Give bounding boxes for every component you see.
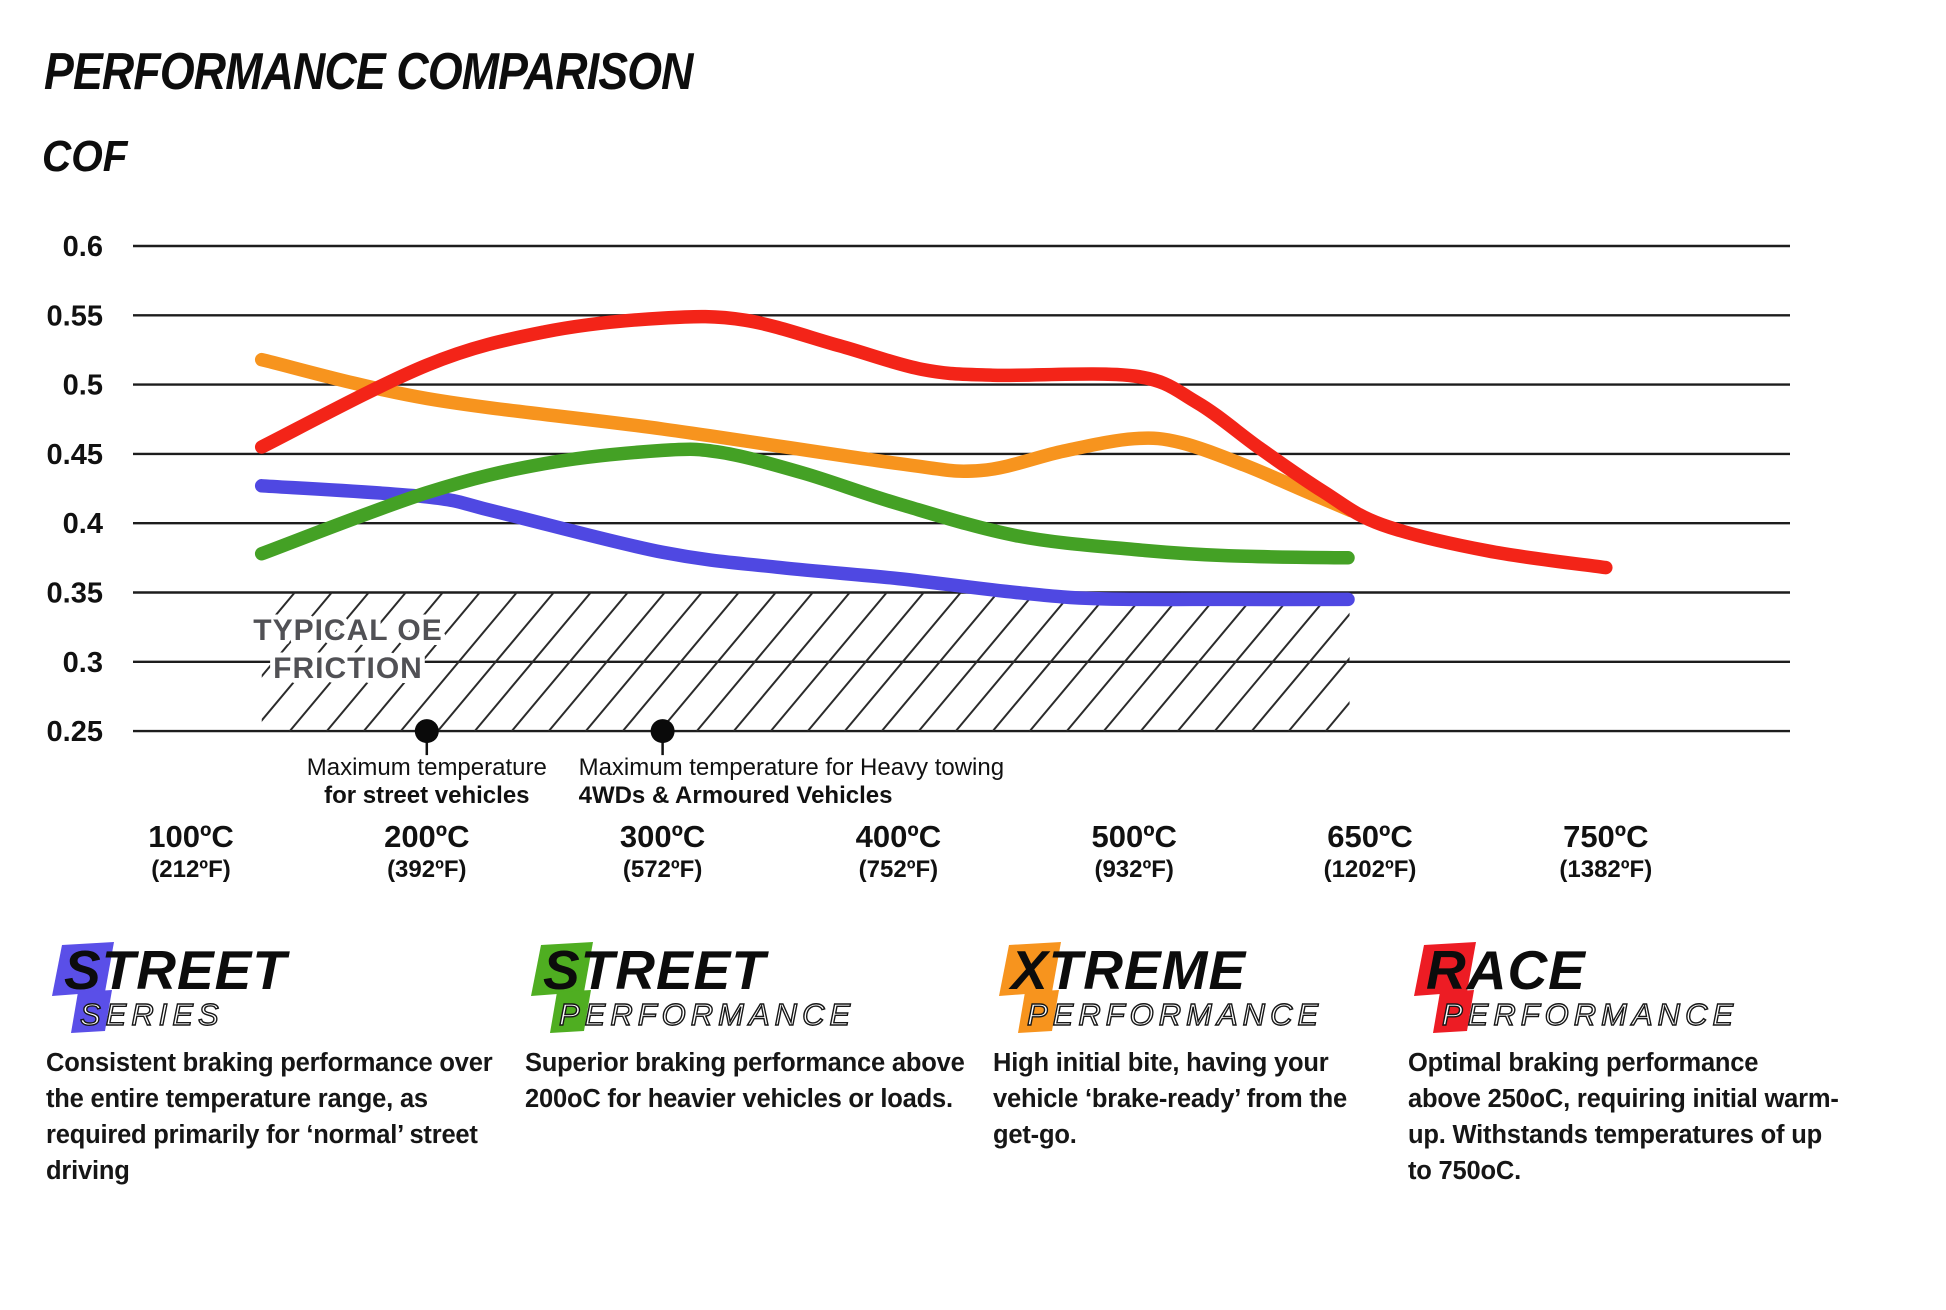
hatch-line — [843, 592, 962, 732]
street-performance-logo: STREET PERFORMANCE — [531, 941, 855, 1033]
brand-glyph-icon — [1414, 942, 1476, 1033]
hatch-line — [1102, 592, 1221, 732]
hatch-line — [954, 592, 1073, 732]
hatch-line — [658, 592, 777, 732]
x-tick-label-f: (1382ºF) — [1559, 856, 1652, 883]
x-tick-label-c: 200ºC — [384, 819, 469, 854]
x-tick-label-c: 750ºC — [1563, 819, 1648, 854]
hatch-line — [1287, 656, 1350, 732]
annotation-text: Maximum temperature for Heavy towing — [579, 754, 1004, 781]
x-tick-label-f: (572ºF) — [623, 856, 702, 883]
legend-race-performance: RACE PERFORMANCE Optimal braking perform… — [1408, 941, 1938, 1189]
x-tick-label-c: 100ºC — [148, 819, 233, 854]
hatch-line — [261, 592, 370, 722]
legend-description: High initial bite, having your vehicle ‘… — [993, 1049, 1347, 1149]
brand-glyph-icon — [52, 942, 114, 1033]
hatch-line — [769, 592, 888, 732]
series-line-street-series — [254, 479, 1355, 607]
oe-band-label: FRICTION — [273, 652, 423, 685]
x-tick-label-f: (392ºF) — [387, 856, 466, 883]
hatch-line — [880, 592, 999, 732]
hatch-line — [547, 592, 666, 732]
street-series-logo: STREET SERIES — [52, 941, 290, 1033]
cof-line-chart: 0.6 0.55 0.5 0.45 0.4 0.35 0.3 0.25 TYPICAL OE FR… — [47, 231, 1790, 883]
annotation-text: 4WDs & Armoured Vehicles — [579, 782, 893, 809]
hatch-line — [362, 592, 481, 732]
legend-xtreme-performance: XTREME PERFORMANCE High initial bite, ha… — [993, 941, 1523, 1153]
series-line-xtreme-performance — [254, 352, 1358, 518]
legend-description: Consistent braking performance over the … — [46, 1049, 493, 1185]
hatch-line — [1213, 592, 1332, 732]
annotation-text: Maximum temperature — [307, 754, 547, 781]
race-performance-logo: RACE PERFORMANCE — [1414, 941, 1738, 1033]
y-tick-label: 0.4 — [63, 508, 103, 540]
max-temp-marker — [414, 719, 439, 744]
hatch-line — [261, 592, 296, 634]
hatch-line — [288, 592, 407, 732]
hatch-line — [695, 592, 814, 732]
oe-friction-band — [261, 592, 1350, 732]
x-tick-label-f: (752ºF) — [859, 856, 938, 883]
legend-street-series: STREET SERIES Consistent braking perform… — [46, 941, 576, 1189]
hatch-line — [325, 592, 444, 732]
hatch-line — [991, 592, 1110, 732]
page-title: PERFORMANCE COMPARISON — [44, 43, 693, 101]
x-tick-label-f: (932ºF) — [1094, 856, 1173, 883]
series-line-race-performance — [254, 309, 1613, 575]
max-temp-marker — [650, 719, 675, 744]
legend-subtitle: PERFORMANCE — [1027, 997, 1323, 1032]
hatch-line — [1176, 592, 1295, 732]
legend-subtitle: SERIES — [80, 997, 224, 1032]
hatch-line — [436, 592, 555, 732]
legend-subtitle: PERFORMANCE — [559, 997, 855, 1032]
hatch-line — [1250, 612, 1350, 732]
y-tick-label: 0.3 — [63, 647, 103, 679]
hatch-line — [584, 592, 703, 732]
oe-band-label: TYPICAL OE — [253, 614, 442, 647]
xtreme-performance-logo: XTREME PERFORMANCE — [999, 941, 1323, 1033]
x-tick-label-f: (212ºF) — [151, 856, 230, 883]
y-tick-label: 0.25 — [47, 716, 103, 748]
hatch-line — [261, 592, 333, 678]
y-tick-label: 0.6 — [63, 231, 103, 263]
legend-street-performance: STREET PERFORMANCE Superior braking perf… — [525, 941, 1055, 1117]
hatch-line — [1324, 701, 1350, 732]
x-tick-label-c: 650ºC — [1327, 819, 1412, 854]
annotation-text: for street vehicles — [324, 782, 529, 809]
brand-glyph-icon — [531, 942, 593, 1033]
hatch-line — [399, 592, 518, 732]
legend-word: STREET — [64, 941, 290, 1001]
y-tick-label: 0.35 — [47, 578, 103, 610]
hatch-line — [917, 592, 1036, 732]
series-line-street-performance — [254, 442, 1355, 565]
legend-subtitle: PERFORMANCE — [1442, 997, 1738, 1032]
hatch-line — [621, 592, 740, 732]
hatch-line — [510, 592, 629, 732]
hatch-line — [473, 592, 592, 732]
y-tick-label: 0.55 — [47, 300, 103, 332]
x-tick-label-f: (1202ºF) — [1324, 856, 1417, 883]
legend-word: XTREME — [1008, 941, 1248, 1001]
hatch-line — [1028, 592, 1147, 732]
brand-glyph-icon — [999, 942, 1061, 1033]
legend-word: STREET — [543, 941, 769, 1001]
x-tick-label-c: 500ºC — [1091, 819, 1176, 854]
y-axis-title: COF — [42, 132, 128, 181]
legend-word: RACE — [1426, 941, 1587, 1001]
y-tick-label: 0.5 — [63, 370, 103, 402]
hatch-line — [1139, 592, 1258, 732]
y-tick-label: 0.45 — [47, 439, 103, 471]
hatch-line — [806, 592, 925, 732]
hatch-line — [732, 592, 851, 732]
hatch-line — [1065, 592, 1184, 732]
legend-description: Optimal braking performance above 250oC,… — [1408, 1049, 1839, 1185]
x-tick-label-c: 300ºC — [620, 819, 705, 854]
legend-description: Superior braking performance above 200oC… — [525, 1049, 965, 1113]
x-tick-label-c: 400ºC — [856, 819, 941, 854]
